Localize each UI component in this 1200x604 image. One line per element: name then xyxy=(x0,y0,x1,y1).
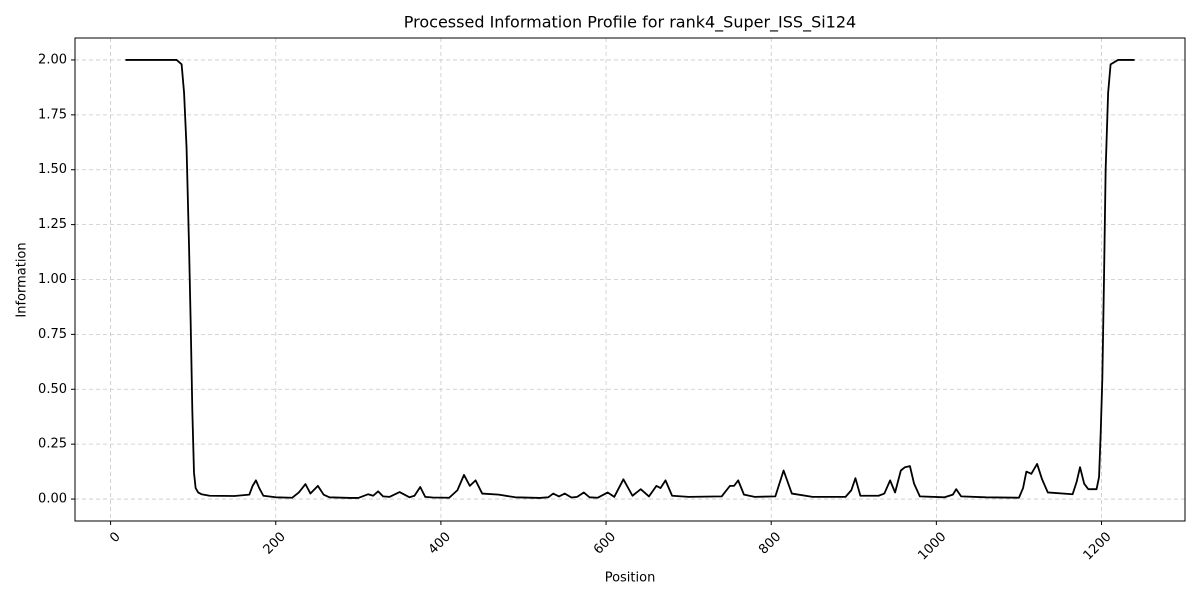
x-tick-label: 400 xyxy=(426,529,454,557)
x-tick-label: 800 xyxy=(756,529,784,557)
y-tick-label: 0.25 xyxy=(38,437,67,452)
x-axis-label: Position xyxy=(605,571,656,586)
y-tick-label: 1.00 xyxy=(38,272,67,287)
y-tick-label: 1.25 xyxy=(38,217,67,232)
y-tick-label: 1.50 xyxy=(38,162,67,177)
x-tick-label: 0 xyxy=(107,529,123,545)
y-tick-label: 0.00 xyxy=(38,492,67,507)
y-tick-label: 1.75 xyxy=(38,107,67,122)
y-axis-label: Information xyxy=(15,242,30,317)
chart-title: Processed Information Profile for rank4_… xyxy=(404,13,856,33)
x-tick-label: 1000 xyxy=(915,529,949,563)
y-tick-label: 0.50 xyxy=(38,382,67,397)
y-tick-label: 0.75 xyxy=(38,327,67,342)
x-tick-label: 1200 xyxy=(1081,529,1115,563)
plot-frame xyxy=(74,37,1186,522)
y-tick-label: 2.00 xyxy=(38,52,67,67)
data-line xyxy=(125,59,1135,499)
x-tick-label: 200 xyxy=(261,529,289,557)
x-tick-label: 600 xyxy=(591,529,619,557)
